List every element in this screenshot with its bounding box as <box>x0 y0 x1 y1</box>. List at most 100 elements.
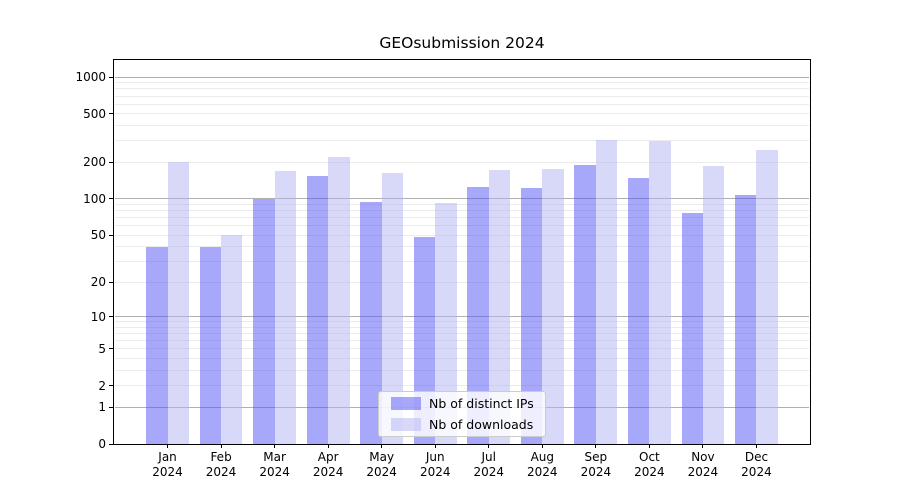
y-tick-label: 1000 <box>75 70 106 85</box>
legend-item-distinct-ips: Nb of distinct IPs <box>379 395 545 413</box>
x-tick-year: 2024 <box>152 465 183 479</box>
minor-gridline <box>114 225 809 227</box>
x-tick-year: 2024 <box>312 465 344 479</box>
y-tick-label: 50 <box>90 228 106 243</box>
x-tick-mark <box>755 444 757 448</box>
bar-downloads-nov <box>702 165 725 444</box>
x-tick-mark <box>488 444 490 448</box>
minor-gridline <box>114 125 809 127</box>
x-tick-year: 2024 <box>419 465 451 479</box>
x-tick-mark <box>274 444 276 448</box>
bar-downloads-jul <box>488 170 511 444</box>
minor-gridline <box>114 82 809 84</box>
y-tick-mark <box>109 385 113 387</box>
y-tick-mark <box>109 281 113 283</box>
bar-distinct-ips-nov <box>681 212 703 444</box>
x-tick-year: 2024 <box>473 465 505 479</box>
minor-gridline <box>114 281 809 283</box>
minor-gridline <box>114 369 809 371</box>
bar-downloads-feb <box>221 235 243 444</box>
bar-downloads-mar <box>274 170 297 444</box>
x-tick-label: Jan 2024 <box>138 450 198 480</box>
y-tick-mark <box>109 113 113 115</box>
y-tick-label: 500 <box>83 106 106 121</box>
minor-gridline <box>114 326 809 328</box>
x-tick-month: Oct <box>639 450 660 464</box>
bar-downloads-jan <box>167 162 189 444</box>
x-tick-year: 2024 <box>527 465 558 479</box>
minor-gridline <box>114 88 809 90</box>
minor-gridline <box>114 161 809 163</box>
legend-label-distinct-ips: Nb of distinct IPs <box>429 396 534 411</box>
y-tick-mark <box>109 406 113 408</box>
bar-downloads-apr <box>328 157 350 444</box>
y-tick-label: 5 <box>98 341 106 356</box>
major-gridline <box>114 198 809 200</box>
x-tick-month: Nov <box>691 450 715 464</box>
y-tick-mark <box>109 76 113 78</box>
x-tick-label: Sep 2024 <box>566 450 626 480</box>
bar-distinct-ips-oct <box>627 177 650 444</box>
bar-distinct-ips-sep <box>574 165 596 444</box>
y-tick-label: 200 <box>83 155 106 170</box>
x-tick-mark <box>327 444 329 448</box>
minor-gridline <box>114 261 809 263</box>
major-gridline <box>114 316 809 318</box>
x-tick-year: 2024 <box>687 465 719 479</box>
x-tick-label: Apr 2024 <box>298 450 358 480</box>
minor-gridline <box>114 203 809 205</box>
bar-downloads-dec <box>756 149 778 444</box>
minor-gridline <box>114 358 809 360</box>
x-tick-year: 2024 <box>205 465 237 479</box>
x-tick-month: Feb <box>210 450 232 464</box>
minor-gridline <box>114 385 809 387</box>
x-tick-year: 2024 <box>259 465 290 479</box>
bar-downloads-sep <box>595 139 618 444</box>
x-tick-mark <box>381 444 383 448</box>
bar-distinct-ips-feb <box>199 246 222 444</box>
minor-gridline <box>114 103 809 105</box>
x-tick-month: Aug <box>530 450 555 464</box>
minor-gridline <box>114 340 809 342</box>
y-tick-mark <box>109 234 113 236</box>
y-tick-label: 0 <box>98 437 106 451</box>
minor-gridline <box>114 95 809 97</box>
x-tick-month: Apr <box>317 450 339 464</box>
legend-item-downloads: Nb of downloads <box>379 416 545 434</box>
y-tick-label: 10 <box>90 309 106 324</box>
x-tick-year: 2024 <box>741 465 772 479</box>
bar-downloads-jun <box>435 203 457 444</box>
x-tick-month: Jun <box>425 450 445 464</box>
y-tick-label: 100 <box>83 191 106 206</box>
x-tick-label: Dec 2024 <box>726 450 786 480</box>
x-tick-mark <box>434 444 436 448</box>
minor-gridline <box>114 348 809 350</box>
x-tick-label: Aug 2024 <box>512 450 572 480</box>
minor-gridline <box>114 246 809 248</box>
y-tick-mark <box>109 348 113 350</box>
y-tick-label: 20 <box>90 275 106 290</box>
minor-gridline <box>114 140 809 142</box>
x-tick-month: Jul <box>481 450 496 464</box>
bar-distinct-ips-aug <box>520 188 543 444</box>
x-tick-month: Jan <box>158 450 177 464</box>
bar-downloads-may <box>381 172 404 444</box>
minor-gridline <box>114 321 809 323</box>
x-tick-label: Feb 2024 <box>191 450 251 480</box>
chart-title: GEOsubmission 2024 <box>379 34 545 52</box>
y-tick-mark <box>109 316 113 318</box>
minor-gridline <box>114 234 809 236</box>
bar-distinct-ips-jan <box>146 246 168 444</box>
x-tick-year: 2024 <box>366 465 397 479</box>
x-tick-label: May 2024 <box>352 450 412 480</box>
bar-distinct-ips-mar <box>253 198 275 444</box>
x-tick-month: May <box>369 450 395 464</box>
y-tick-mark <box>109 161 113 163</box>
y-tick-mark <box>109 198 113 200</box>
x-tick-label: Oct 2024 <box>619 450 679 480</box>
x-tick-mark <box>648 444 650 448</box>
x-tick-year: 2024 <box>634 465 665 479</box>
